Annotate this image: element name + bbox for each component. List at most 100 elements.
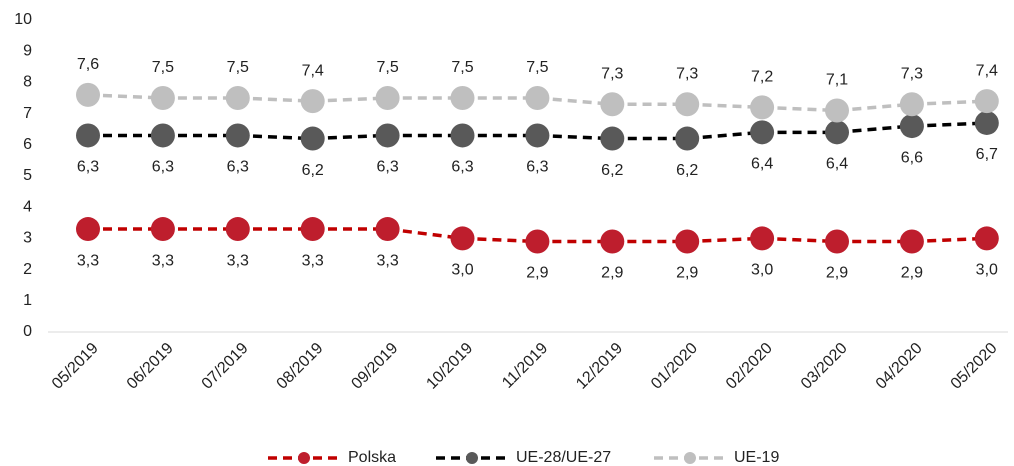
x-tick-label: 09/2019 — [348, 340, 401, 393]
marker — [300, 89, 325, 114]
marker — [825, 120, 849, 145]
data-label: 6,2 — [302, 162, 324, 179]
x-tick-label: 05/2019 — [49, 340, 102, 393]
marker — [375, 123, 400, 148]
marker — [750, 120, 775, 145]
y-tick-label: 0 — [23, 323, 32, 340]
marker — [525, 86, 550, 110]
y-tick-label: 7 — [23, 105, 32, 122]
data-label: 6,3 — [451, 159, 473, 176]
marker — [899, 92, 924, 117]
marker — [675, 126, 700, 151]
data-label: 7,4 — [302, 62, 324, 79]
y-tick-label: 9 — [23, 42, 32, 59]
data-label: 3,0 — [751, 262, 773, 279]
marker — [76, 123, 100, 148]
marker — [225, 86, 250, 110]
data-label: 6,3 — [77, 159, 99, 176]
marker — [600, 126, 625, 151]
data-label: 2,9 — [601, 265, 623, 282]
data-label: 6,4 — [826, 156, 848, 173]
marker — [675, 229, 700, 254]
marker — [375, 217, 400, 242]
legend-marker — [684, 452, 696, 464]
marker — [750, 95, 775, 120]
legend-label: UE-28/UE-27 — [516, 449, 611, 466]
x-tick-label: 03/2020 — [798, 340, 851, 393]
marker — [450, 226, 475, 251]
x-tick-label: 07/2019 — [199, 340, 252, 393]
data-label: 3,3 — [302, 252, 324, 269]
data-label: 7,5 — [227, 59, 249, 76]
marker — [899, 229, 924, 254]
data-label: 2,9 — [526, 265, 548, 282]
y-tick-label: 8 — [23, 74, 32, 91]
data-label: 3,3 — [227, 252, 249, 269]
marker — [899, 114, 924, 139]
x-tick-label: 04/2020 — [873, 340, 926, 393]
y-tick-label: 4 — [23, 198, 32, 215]
y-tick-label: 3 — [23, 230, 32, 247]
x-tick-label: 08/2019 — [274, 340, 327, 393]
data-label: 7,3 — [601, 65, 623, 82]
data-label: 6,7 — [976, 146, 998, 163]
marker — [76, 82, 100, 107]
data-label: 7,6 — [77, 56, 99, 73]
marker — [450, 123, 475, 148]
data-label: 3,0 — [976, 262, 998, 279]
data-label: 2,9 — [901, 265, 923, 282]
data-label: 6,3 — [376, 159, 398, 176]
data-label: 7,5 — [376, 59, 398, 76]
y-tick-label: 1 — [23, 292, 32, 309]
marker — [150, 86, 175, 110]
data-label: 3,3 — [376, 252, 398, 269]
x-tick-label: 05/2020 — [948, 340, 1001, 393]
marker — [750, 226, 775, 251]
legend-marker — [298, 452, 310, 464]
marker — [225, 123, 250, 148]
data-label: 7,2 — [751, 69, 773, 86]
marker — [525, 229, 550, 254]
x-tick-label: 11/2019 — [499, 340, 551, 392]
marker — [300, 126, 325, 151]
marker — [300, 217, 325, 242]
data-label: 6,4 — [751, 156, 773, 173]
data-label: 7,5 — [526, 59, 548, 76]
x-tick-label: 01/2020 — [648, 340, 701, 393]
y-tick-label: 2 — [23, 261, 32, 278]
data-label: 7,4 — [976, 62, 998, 79]
data-label: 7,3 — [676, 65, 698, 82]
marker — [825, 229, 849, 254]
x-tick-label: 12/2019 — [573, 340, 626, 393]
data-label: 6,3 — [227, 159, 249, 176]
marker — [450, 86, 475, 110]
data-label: 6,2 — [601, 162, 623, 179]
marker — [600, 229, 625, 254]
x-tick-label: 06/2019 — [124, 340, 177, 393]
legend-item: UE-19 — [654, 449, 779, 466]
y-tick-label: 5 — [23, 167, 32, 184]
data-label: 3,3 — [152, 252, 174, 269]
data-label: 7,5 — [152, 59, 174, 76]
marker — [974, 226, 999, 251]
data-label: 6,6 — [901, 149, 923, 166]
legend-label: UE-19 — [734, 449, 779, 466]
data-label: 3,0 — [451, 262, 473, 279]
marker — [825, 98, 849, 123]
marker — [600, 92, 625, 117]
marker — [150, 123, 175, 148]
marker — [974, 89, 999, 114]
marker — [375, 86, 400, 110]
data-label: 7,3 — [901, 65, 923, 82]
marker — [225, 217, 250, 242]
legend-label: Polska — [348, 449, 396, 466]
data-label: 6,3 — [152, 159, 174, 176]
marker — [974, 110, 999, 135]
marker — [525, 123, 550, 148]
marker — [675, 92, 700, 117]
marker — [76, 217, 100, 242]
x-tick-label: 02/2020 — [723, 340, 776, 393]
data-label: 7,5 — [451, 59, 473, 76]
data-label: 3,3 — [77, 252, 99, 269]
